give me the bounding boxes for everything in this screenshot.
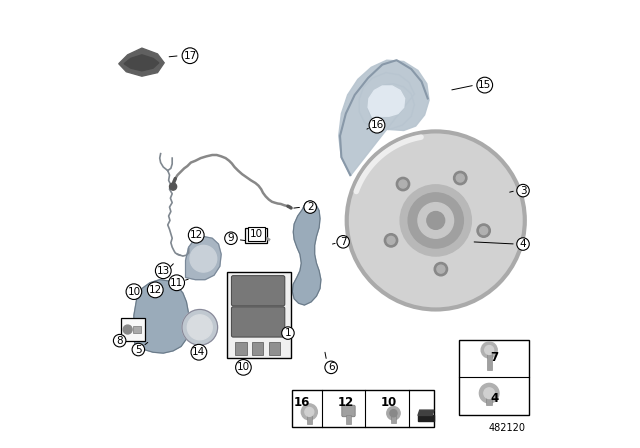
Circle shape (479, 383, 499, 403)
Circle shape (190, 246, 217, 272)
Bar (486, 394, 492, 405)
FancyBboxPatch shape (232, 276, 285, 306)
Text: 15: 15 (478, 80, 492, 90)
Circle shape (454, 171, 467, 185)
Text: 14: 14 (192, 347, 205, 357)
Bar (227, 271, 291, 358)
FancyBboxPatch shape (232, 307, 285, 337)
Text: 10: 10 (250, 229, 263, 239)
Text: 482120: 482120 (489, 423, 525, 433)
Circle shape (399, 180, 407, 188)
Circle shape (347, 131, 525, 310)
Bar (269, 342, 280, 355)
Polygon shape (418, 410, 434, 415)
Bar (120, 319, 145, 340)
Text: 9: 9 (228, 233, 234, 243)
Circle shape (427, 211, 445, 229)
Bar (391, 413, 396, 423)
Polygon shape (339, 60, 429, 176)
Circle shape (250, 231, 259, 240)
Bar (236, 342, 246, 355)
Polygon shape (134, 280, 189, 353)
Bar (486, 350, 492, 370)
Text: 12: 12 (148, 285, 162, 295)
Text: 2: 2 (307, 202, 314, 212)
Circle shape (456, 174, 464, 182)
Circle shape (481, 342, 497, 358)
Text: 7: 7 (340, 237, 346, 247)
Text: 16: 16 (371, 120, 383, 130)
Polygon shape (368, 86, 404, 117)
Bar (245, 228, 267, 243)
Text: 5: 5 (135, 345, 141, 354)
Circle shape (387, 406, 400, 420)
Text: 3: 3 (520, 185, 526, 196)
Text: 11: 11 (170, 278, 183, 288)
Circle shape (400, 185, 472, 256)
Circle shape (408, 193, 463, 248)
Text: 4: 4 (520, 239, 526, 249)
Polygon shape (186, 237, 221, 280)
Polygon shape (292, 201, 321, 305)
Text: 10: 10 (127, 287, 140, 297)
Circle shape (479, 227, 488, 235)
Circle shape (170, 183, 177, 190)
Bar (252, 342, 264, 355)
FancyBboxPatch shape (342, 405, 355, 417)
Text: 10: 10 (381, 396, 397, 409)
Circle shape (484, 388, 495, 399)
Circle shape (437, 265, 445, 273)
Polygon shape (124, 55, 159, 71)
Circle shape (484, 345, 493, 354)
Bar (346, 414, 351, 424)
Text: 8: 8 (116, 336, 123, 346)
Text: 4: 4 (490, 392, 498, 405)
Circle shape (301, 404, 317, 420)
Bar (133, 327, 141, 332)
Text: 12: 12 (189, 230, 203, 240)
Circle shape (418, 202, 454, 238)
Text: 10: 10 (237, 362, 250, 372)
Circle shape (390, 409, 397, 417)
Text: 7: 7 (490, 351, 498, 364)
Bar (459, 340, 529, 414)
Text: 13: 13 (157, 266, 170, 276)
Text: 17: 17 (184, 51, 196, 61)
Circle shape (477, 224, 490, 237)
Polygon shape (119, 48, 164, 76)
Text: 1: 1 (285, 328, 291, 338)
Text: 6: 6 (328, 362, 335, 372)
Polygon shape (418, 415, 433, 421)
Circle shape (387, 237, 395, 244)
Circle shape (182, 310, 218, 345)
Circle shape (305, 407, 314, 416)
Circle shape (434, 263, 447, 276)
Circle shape (396, 177, 410, 191)
Text: 16: 16 (294, 396, 310, 409)
Circle shape (385, 234, 397, 247)
Circle shape (124, 325, 132, 334)
Bar (292, 390, 434, 426)
Circle shape (252, 233, 257, 238)
Text: 12: 12 (337, 396, 353, 409)
Bar (307, 412, 312, 424)
Circle shape (188, 315, 212, 340)
